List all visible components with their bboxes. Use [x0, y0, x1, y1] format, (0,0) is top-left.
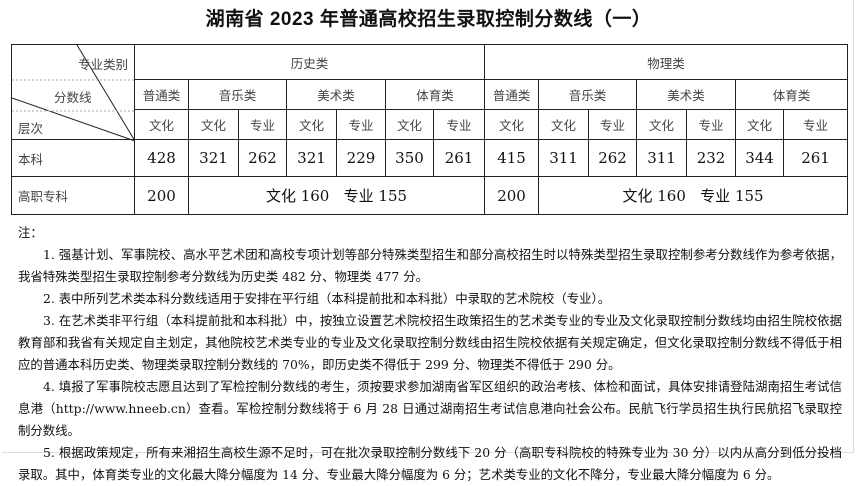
score-cell: 262 [588, 139, 638, 177]
score-cell: 344 [735, 139, 785, 177]
score-cell: 311 [538, 139, 590, 177]
note-item: 1. 强基计划、军事院校、高水平艺术团和高校专项计划等部分特殊类型招生和部分高校… [18, 247, 842, 284]
score-cell: 229 [336, 139, 386, 177]
score-cell: 200 [484, 176, 540, 215]
subhead: 文化 [484, 109, 540, 140]
table-row-vocational: 高职专科 200 文化 160 专业 155 200 文化 160 专业 155 [11, 176, 849, 215]
corner-score-label: 分数线 [54, 90, 92, 105]
note-item: 4. 填报了军事院校志愿且达到了军检控制分数线的考生，须按要求参加湖南省军区组织… [18, 379, 842, 438]
score-cell-art-sports: 文化 160 专业 155 [187, 176, 486, 215]
cat-art: 美术类 [636, 79, 737, 110]
cat-general: 普通类 [484, 79, 540, 110]
score-cell: 261 [432, 139, 486, 177]
note-item: 3. 在艺术类非平行组（本科提前批和本科批）中，按独立设置艺术院校招生政策招生的… [18, 313, 842, 372]
page-frame [2, 0, 854, 453]
score-cell: 232 [686, 139, 737, 177]
row-label: 高职专科 [11, 176, 135, 215]
score-cell: 311 [636, 139, 688, 177]
score-cell: 415 [484, 139, 540, 177]
cat-music: 音乐类 [538, 79, 638, 110]
group-physics: 物理类 [484, 44, 849, 80]
subhead: 文化 [735, 109, 785, 140]
note-item: 5. 根据政策规定，所有来湘招生高校生源不足时，可在批次录取控制分数线下 20 … [18, 445, 842, 482]
corner-category-label: 专业类别 [77, 57, 128, 72]
cat-general: 普通类 [134, 79, 189, 110]
subhead: 专业 [588, 109, 638, 140]
cat-sports: 体育类 [384, 79, 486, 110]
score-cell: 262 [238, 139, 287, 177]
subhead: 专业 [336, 109, 386, 140]
subhead: 文化 [286, 109, 337, 140]
score-cell: 261 [783, 139, 849, 177]
subhead: 专业 [686, 109, 737, 140]
score-cell: 321 [286, 139, 337, 177]
row-label: 本科 [11, 139, 135, 177]
subhead: 文化 [385, 109, 434, 140]
score-cell-art-sports: 文化 160 专业 155 [538, 176, 849, 215]
subhead: 专业 [238, 109, 287, 140]
score-cell: 200 [134, 176, 189, 215]
cat-music: 音乐类 [188, 79, 287, 110]
subhead: 文化 [636, 109, 688, 140]
group-history: 历史类 [133, 44, 486, 80]
subhead: 文化 [134, 109, 189, 140]
cat-art: 美术类 [286, 79, 386, 110]
notes-heading: 注： [18, 225, 43, 240]
cat-sports: 体育类 [735, 79, 849, 110]
page-title: 湖南省 2023 年普通高校招生录取控制分数线（一） [205, 9, 652, 30]
table-row-undergrad: 本科 428 321 262 321 229 350 261 415 311 2… [11, 139, 849, 177]
score-table: 专业类别 分数线 层次 历史类 物理类 普通类 音乐类 美术类 体育类 普通类 … [11, 44, 849, 215]
note-item: 2. 表中所列艺术类本科分数线适用于安排在平行组（本科提前批和本科批）中录取的艺… [43, 291, 611, 306]
score-cell: 428 [134, 139, 189, 177]
score-cell: 350 [385, 139, 434, 177]
subhead: 文化 [538, 109, 590, 140]
subhead: 文化 [188, 109, 239, 140]
subhead: 专业 [783, 109, 849, 140]
subhead: 专业 [432, 109, 486, 140]
header-corner: 专业类别 分数线 层次 [11, 44, 135, 142]
notes-section: 注： 1. 强基计划、军事院校、高水平艺术团和高校专项计划等部分特殊类型招生和部… [18, 222, 842, 486]
score-cell: 321 [188, 139, 239, 177]
corner-level-label: 层次 [18, 121, 44, 136]
diagonal-lines [12, 45, 135, 142]
